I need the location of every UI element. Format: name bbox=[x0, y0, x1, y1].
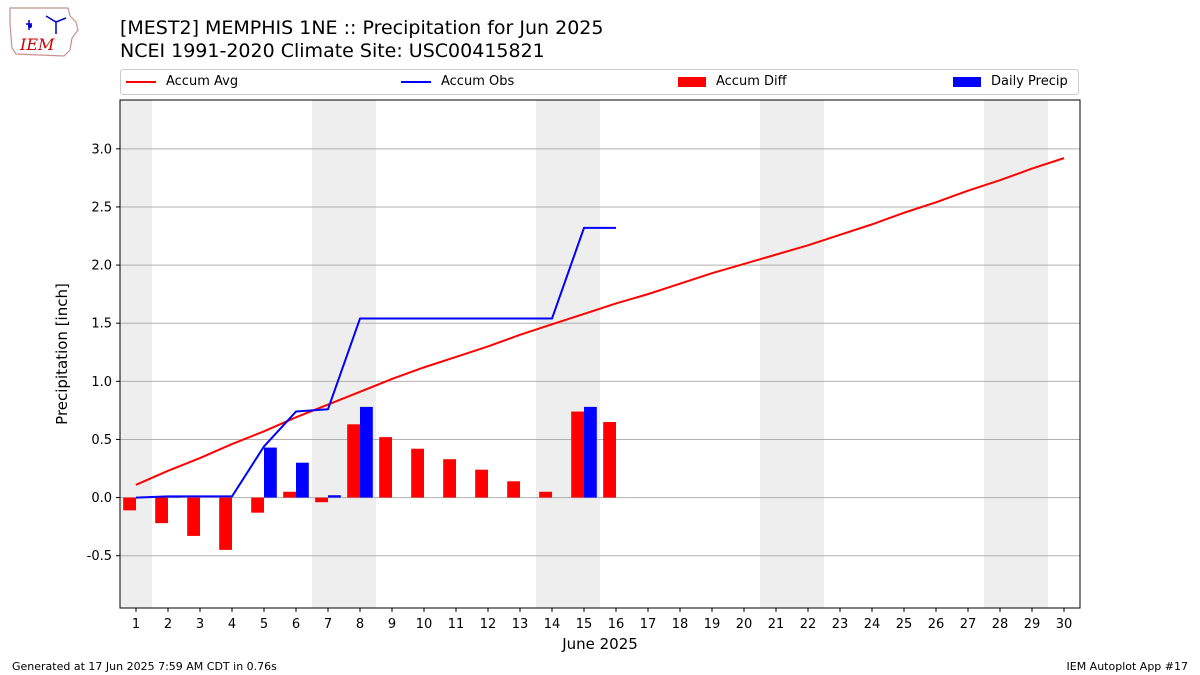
x-tick-label: 29 bbox=[1024, 617, 1041, 632]
weekend-band-day-14 bbox=[536, 100, 568, 608]
y-tick-label: 3.0 bbox=[91, 142, 112, 157]
legend-item-daily-precip: Daily Precip bbox=[953, 74, 1068, 89]
footer-generated: Generated at 17 Jun 2025 7:59 AM CDT in … bbox=[12, 660, 277, 673]
weekend-band-day-7 bbox=[312, 100, 344, 608]
legend-item-accum-obs: Accum Obs bbox=[401, 74, 514, 89]
x-tick-label: 17 bbox=[640, 617, 657, 632]
diff-bar-day-14 bbox=[539, 491, 552, 498]
legend-label-accum-obs: Accum Obs bbox=[441, 74, 515, 89]
x-tick-label: 2 bbox=[164, 617, 172, 632]
x-tick-label: 11 bbox=[448, 617, 465, 632]
diff-bar-day-7 bbox=[315, 497, 328, 503]
diff-bar-day-5 bbox=[251, 497, 264, 513]
x-tick-label: 1 bbox=[132, 617, 140, 632]
x-tick-label: 25 bbox=[896, 617, 913, 632]
weekend-shading bbox=[120, 100, 1048, 608]
diff-bar-day-10 bbox=[411, 448, 424, 498]
logo-text: IEM bbox=[19, 35, 55, 54]
legend-item-accum-avg: Accum Avg bbox=[126, 74, 238, 89]
x-tick-label: 9 bbox=[388, 617, 396, 632]
diff-bar-day-1 bbox=[123, 497, 136, 511]
y-tick-label: 0.5 bbox=[91, 433, 112, 448]
x-tick-label: 8 bbox=[356, 617, 364, 632]
accum-avg-line bbox=[135, 157, 1065, 486]
legend: Accum Avg Accum Obs Accum Diff Daily Pre… bbox=[120, 69, 1079, 95]
weekend-band-day-15 bbox=[568, 100, 600, 608]
x-tick-label: 27 bbox=[960, 617, 977, 632]
y-tick-label: 1.0 bbox=[91, 375, 112, 390]
diff-bar-day-4 bbox=[219, 497, 232, 550]
daily-bar-day-15 bbox=[584, 406, 597, 498]
plot-frame bbox=[119, 99, 1081, 609]
x-tick-label: 18 bbox=[672, 617, 689, 632]
legend-swatch-daily-precip bbox=[953, 76, 981, 87]
legend-label-accum-avg: Accum Avg bbox=[166, 74, 239, 89]
y-tick-label: 2.5 bbox=[91, 200, 112, 215]
x-tick-label: 15 bbox=[576, 617, 593, 632]
diff-bar-day-16 bbox=[603, 422, 616, 498]
x-tick-label: 5 bbox=[260, 617, 268, 632]
daily-bar-day-8 bbox=[360, 406, 373, 498]
legend-item-accum-diff: Accum Diff bbox=[678, 74, 787, 89]
diff-bar-day-9 bbox=[379, 437, 392, 498]
y-axis-label: Precipitation [inch] bbox=[53, 283, 71, 425]
y-tick-label: 1.5 bbox=[91, 317, 112, 332]
diff-bar-day-6 bbox=[283, 491, 296, 498]
y-tick-label: 2.0 bbox=[91, 259, 112, 274]
y-tick-label: 0.0 bbox=[91, 491, 112, 506]
legend-swatch-accum-obs bbox=[401, 80, 431, 83]
y-tick-label: -0.5 bbox=[87, 549, 112, 564]
x-tick-label: 4 bbox=[228, 617, 236, 632]
weekend-band-day-29 bbox=[1016, 100, 1048, 608]
accum-obs-line bbox=[135, 226, 616, 499]
x-tick-label: 21 bbox=[768, 617, 785, 632]
diff-bar-day-8 bbox=[347, 424, 360, 498]
weekend-band-day-22 bbox=[792, 100, 824, 608]
x-tick-label: 26 bbox=[928, 617, 945, 632]
daily-bar-day-6 bbox=[296, 462, 309, 498]
x-tick-label: 16 bbox=[608, 617, 625, 632]
x-tick-label: 19 bbox=[704, 617, 721, 632]
daily-bar-day-5 bbox=[264, 447, 277, 498]
diff-bar-day-13 bbox=[507, 481, 520, 498]
x-tick-label: 20 bbox=[736, 617, 753, 632]
x-tick-label: 30 bbox=[1056, 617, 1073, 632]
x-tick-label: 23 bbox=[832, 617, 849, 632]
grid-lines bbox=[120, 148, 1080, 557]
diff-bar-day-3 bbox=[187, 497, 200, 536]
legend-label-daily-precip: Daily Precip bbox=[991, 74, 1068, 89]
daily-bar-day-7 bbox=[328, 495, 341, 498]
legend-swatch-accum-diff bbox=[678, 76, 706, 87]
x-tick-label: 28 bbox=[992, 617, 1009, 632]
x-tick-label: 24 bbox=[864, 617, 881, 632]
weekend-band-day-8 bbox=[344, 100, 376, 608]
iem-logo: IEM bbox=[9, 7, 79, 57]
x-tick-label: 12 bbox=[480, 617, 497, 632]
diff-bar-day-15 bbox=[571, 411, 584, 498]
bars bbox=[123, 406, 616, 550]
weekend-band-day-21 bbox=[760, 100, 792, 608]
x-axis-label: June 2025 bbox=[561, 635, 638, 653]
x-tick-label: 13 bbox=[512, 617, 529, 632]
legend-label-accum-diff: Accum Diff bbox=[716, 74, 787, 89]
x-tick-label: 6 bbox=[292, 617, 300, 632]
axes-ticks: -0.50.00.51.01.52.02.53.01 2 3 4 5 6 7 8 9 10 11 12… bbox=[87, 142, 1073, 632]
footer-app: IEM Autoplot App #17 bbox=[1066, 660, 1189, 673]
legend-swatch-accum-avg bbox=[126, 80, 156, 83]
diff-bar-day-11 bbox=[443, 459, 456, 498]
x-tick-label: 10 bbox=[416, 617, 433, 632]
x-tick-label: 22 bbox=[800, 617, 817, 632]
series-lines bbox=[135, 157, 1065, 499]
diff-bar-day-2 bbox=[155, 497, 168, 524]
x-tick-label: 3 bbox=[196, 617, 204, 632]
diff-bar-day-12 bbox=[475, 469, 488, 498]
weekend-band-day-1 bbox=[120, 100, 152, 608]
x-tick-label: 14 bbox=[544, 617, 561, 632]
chart-subtitle: NCEI 1991-2020 Climate Site: USC00415821 bbox=[120, 40, 545, 62]
x-tick-label: 7 bbox=[324, 617, 332, 632]
chart-title: [MEST2] MEMPHIS 1NE :: Precipitation for… bbox=[120, 17, 604, 39]
